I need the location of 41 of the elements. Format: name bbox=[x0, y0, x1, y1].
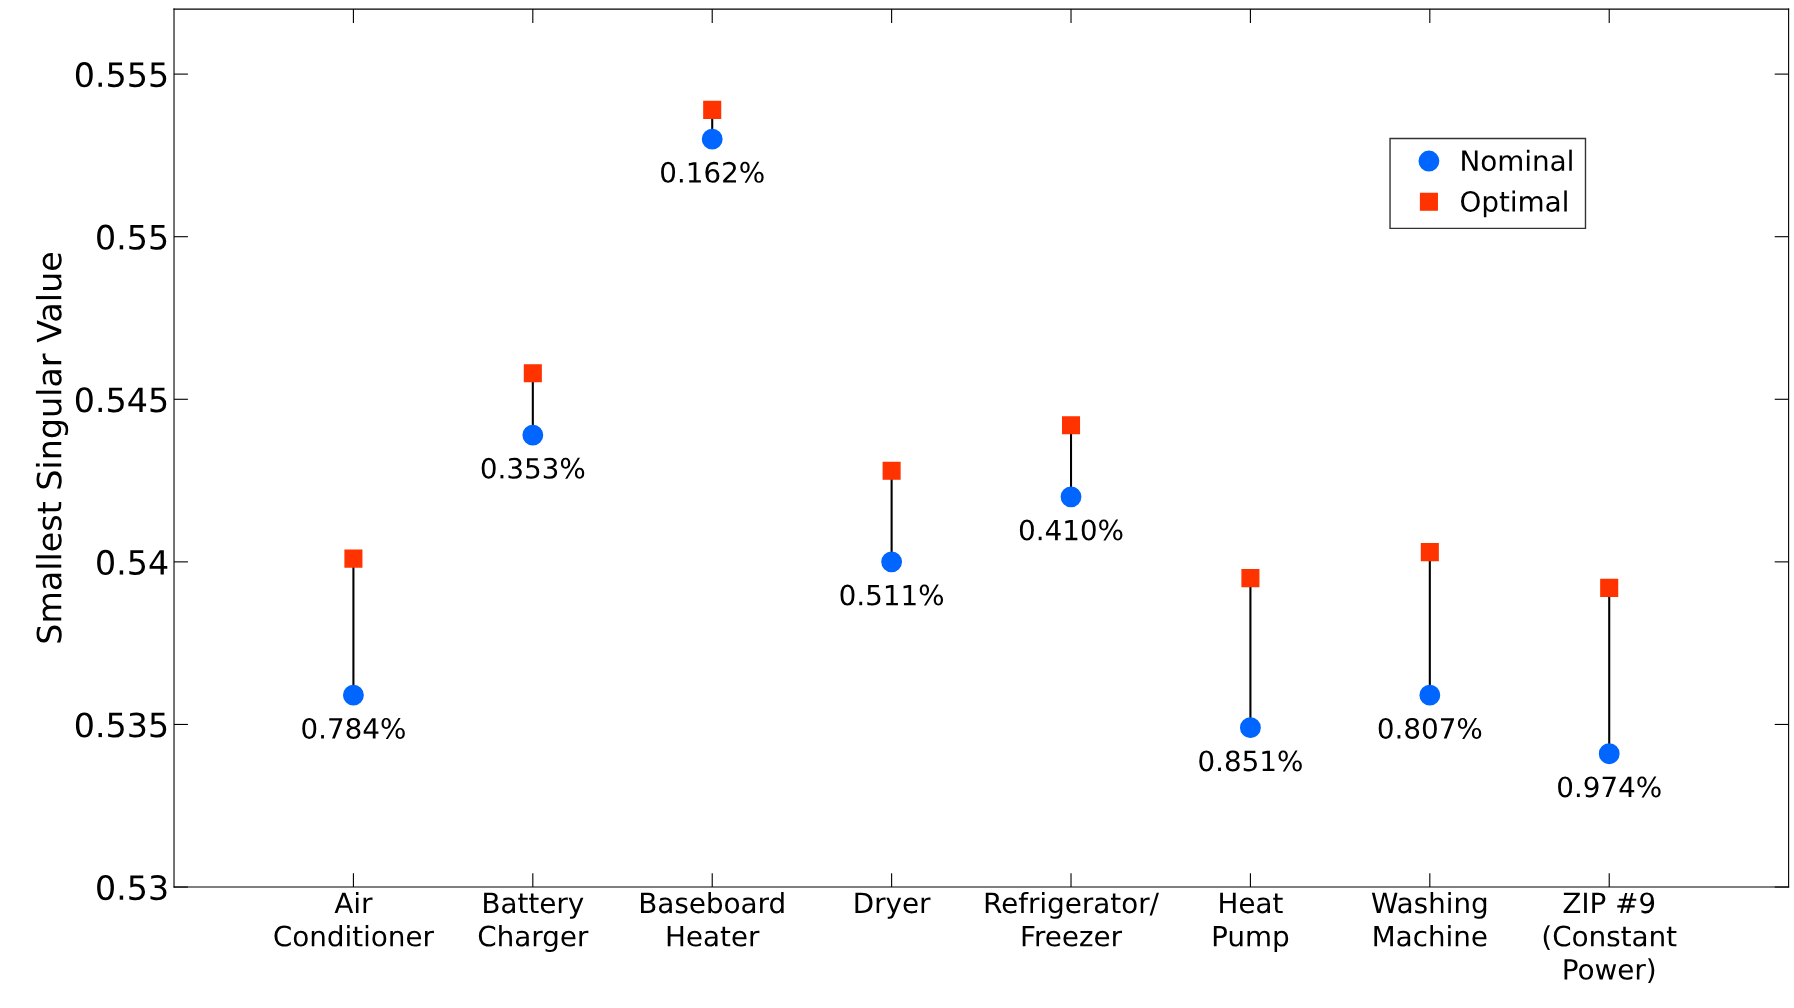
annotation: 0.511% bbox=[840, 584, 944, 606]
point bbox=[703, 100, 722, 119]
point bbox=[522, 424, 544, 446]
point bbox=[523, 364, 542, 383]
x-tick-label: Refrigerator/ Freezer bbox=[985, 891, 1159, 947]
point bbox=[881, 551, 903, 573]
annotation: 0.162% bbox=[661, 161, 764, 183]
point bbox=[344, 549, 363, 568]
legend-label: Nominal bbox=[1462, 149, 1572, 172]
annotation: 0.353% bbox=[481, 457, 585, 479]
legend-label: Optimal bbox=[1461, 190, 1567, 218]
x-tick-label: Air Conditioner bbox=[274, 891, 434, 947]
annotation: 0.807% bbox=[1378, 717, 1482, 739]
point bbox=[882, 461, 901, 480]
x-tick-label: ZIP #9 (Constant Power) bbox=[1543, 892, 1677, 984]
y-tick-label: 0.55 bbox=[97, 224, 167, 250]
y-tick-label: 0.54 bbox=[97, 549, 168, 575]
y-tick-label: 0.535 bbox=[75, 712, 167, 738]
annotation: 0.784% bbox=[302, 717, 405, 739]
x-tick-label: Heat Pump bbox=[1213, 892, 1289, 952]
x-tick-label: Battery Charger bbox=[478, 892, 589, 952]
y-tick-label: 0.555 bbox=[75, 62, 167, 88]
point bbox=[1419, 684, 1441, 706]
point bbox=[1241, 569, 1260, 588]
point bbox=[1240, 717, 1261, 739]
annotation: 0.410% bbox=[1019, 519, 1123, 541]
point bbox=[1420, 543, 1439, 562]
point bbox=[1060, 486, 1082, 508]
point bbox=[343, 684, 364, 706]
point bbox=[701, 128, 723, 150]
y-tick-label: 0.545 bbox=[75, 387, 167, 413]
x-tick-label: Dryer bbox=[855, 892, 931, 919]
annotation: 0.851% bbox=[1199, 750, 1302, 772]
annotation: 0.974% bbox=[1558, 776, 1661, 798]
point bbox=[1061, 416, 1081, 435]
x-tick-label: Baseboard Heater bbox=[641, 891, 784, 947]
x-tick-label: Washing Machine bbox=[1371, 891, 1487, 947]
y-axis-title: Smallest Singular Value bbox=[35, 253, 69, 643]
point bbox=[1598, 743, 1620, 765]
point bbox=[1600, 578, 1619, 597]
y-tick-label: 0.53 bbox=[97, 874, 167, 901]
